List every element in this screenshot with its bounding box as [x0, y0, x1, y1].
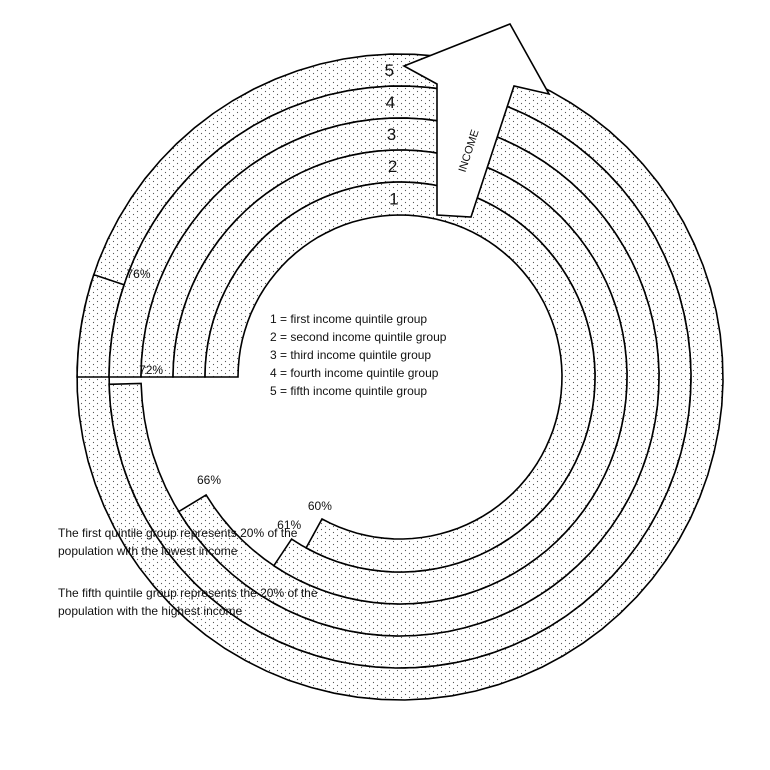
note-first-quintile-line-2: population with the lowest income [58, 544, 238, 558]
legend-item-4: 4 = fourth income quintile group [270, 366, 439, 380]
ring-number-3: 3 [387, 125, 396, 144]
legend: 1 = first income quintile group 2 = seco… [270, 310, 446, 400]
ring-value-5: 76% [126, 267, 150, 281]
ring-value-3: 66% [197, 473, 221, 487]
ring-value-4: 72% [139, 363, 163, 377]
ring-value-2: 61% [277, 518, 301, 532]
ring-number-2: 2 [388, 157, 397, 176]
note-first-quintile: The first quintile group represents 20% … [58, 524, 297, 560]
legend-item-3: 3 = third income quintile group [270, 348, 432, 362]
note-fifth-quintile-line-1: The fifth quintile group represents the … [58, 586, 318, 600]
note-fifth-quintile: The fifth quintile group represents the … [58, 584, 318, 620]
ring-labels: 5 76% 4 72% 3 66% 2 61% 1 60% [126, 61, 398, 532]
note-fifth-quintile-line-2: population with the highest income [58, 604, 243, 618]
ring-value-1: 60% [308, 499, 332, 513]
ring-number-1: 1 [389, 190, 398, 209]
legend-item-2: 2 = second income quintile group [270, 330, 447, 344]
legend-item-5: 5 = fifth income quintile group [270, 384, 428, 398]
ring-number-5: 5 [385, 61, 394, 80]
ring-number-4: 4 [386, 93, 395, 112]
note-first-quintile-line-1: The first quintile group represents 20% … [58, 526, 298, 540]
income-arrow: INCOME [402, 22, 551, 218]
legend-item-1: 1 = first income quintile group [270, 312, 428, 326]
